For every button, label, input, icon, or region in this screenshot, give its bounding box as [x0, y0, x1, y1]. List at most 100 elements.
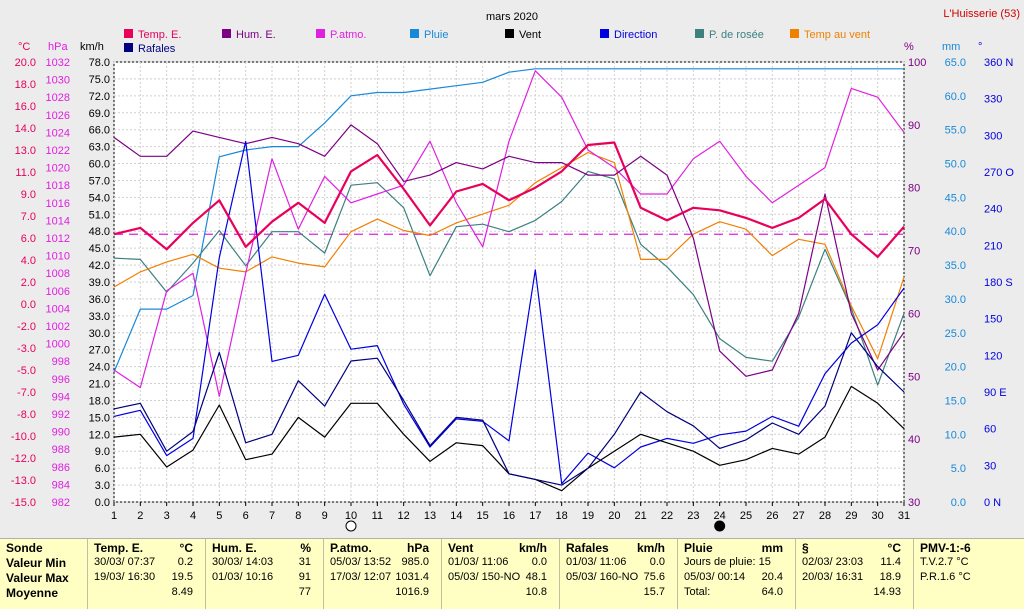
- temp-tick-label: -12.0: [11, 453, 36, 465]
- wind-tick-label: 30.0: [89, 328, 110, 340]
- axis-ticks: 20.018.016.014.013.011.09.07.06.04.02.00…: [11, 57, 1014, 522]
- rain-tick-label: 60.0: [945, 91, 966, 103]
- x-tick-label: 11: [372, 510, 383, 522]
- wind-tick-label: 12.0: [89, 429, 110, 441]
- stats-label-avg: Moyenne: [6, 586, 59, 600]
- wind-tick-label: 9.0: [95, 446, 110, 458]
- wind-tick-label: 3.0: [95, 480, 110, 492]
- x-tick-label: 14: [450, 510, 462, 522]
- series-line-rafales: [113, 332, 905, 486]
- dir-tick-label: 120: [984, 350, 1002, 362]
- rain-tick-label: 65.0: [945, 57, 966, 69]
- temp-tick-label: -5.0: [17, 365, 36, 377]
- stats-rain-title: Pluie: [684, 541, 713, 555]
- rain-tick-label: 20.0: [945, 362, 966, 374]
- press-tick-label: 988: [52, 444, 70, 456]
- stats-rain-unit: mm: [761, 541, 783, 555]
- x-tick-label: 8: [295, 510, 301, 522]
- stats-rain-total: 64.0: [761, 586, 783, 598]
- wind-tick-label: 6.0: [95, 463, 110, 475]
- stats-temp-avg: 8.49: [171, 586, 193, 598]
- legend-swatch: [410, 29, 419, 38]
- stats-wind-max-date: 05/03/ 150-NO: [448, 571, 521, 583]
- stats-press-min: 985.0: [401, 556, 429, 568]
- rain-tick-label: 50.0: [945, 159, 966, 171]
- hum-tick-label: 100: [908, 57, 926, 69]
- dir-tick-label: 270 O: [984, 167, 1014, 179]
- temp-tick-label: -7.0: [17, 387, 36, 399]
- temp-tick-label: -13.0: [11, 475, 36, 487]
- new-moon-icon: [714, 520, 726, 532]
- stats-panel: Sonde Valeur Min Valeur Max Moyenne Temp…: [0, 538, 1024, 609]
- hum-tick-label: 60: [908, 308, 920, 320]
- stats-temp-max-date: 19/03/ 16:30: [94, 571, 156, 583]
- temp-tick-label: 18.0: [15, 79, 36, 91]
- x-tick-label: 31: [898, 510, 910, 522]
- stats-pmv-title: PMV-1:-6: [920, 541, 971, 555]
- stats-hum-max-date: 01/03/ 10:16: [212, 571, 274, 583]
- x-tick-label: 1: [111, 510, 117, 522]
- rain-tick-label: 55.0: [945, 125, 966, 137]
- rain-tick-label: 0.0: [951, 497, 966, 509]
- stats-rain-total-label: Total:: [684, 586, 711, 598]
- press-tick-label: 1026: [46, 110, 70, 122]
- stats-label-title: Sonde: [6, 541, 43, 555]
- x-tick-label: 18: [556, 510, 568, 522]
- x-tick-label: 9: [322, 510, 328, 522]
- wind-tick-label: 63.0: [89, 142, 110, 154]
- rain-tick-label: 45.0: [945, 192, 966, 204]
- wind-tick-label: 51.0: [89, 209, 110, 221]
- x-tick-label: 21: [635, 510, 647, 522]
- rain-tick-label: 40.0: [945, 226, 966, 238]
- x-tick-label: 26: [766, 510, 778, 522]
- rain-tick-label: 35.0: [945, 260, 966, 272]
- x-tick-label: 20: [608, 510, 620, 522]
- press-tick-label: 986: [52, 462, 70, 474]
- x-tick-label: 4: [190, 510, 196, 522]
- wind-tick-label: 24.0: [89, 362, 110, 374]
- wind-tick-label: 75.0: [89, 74, 110, 86]
- x-tick-label: 22: [661, 510, 673, 522]
- series-line-pluie: [113, 68, 904, 373]
- stats-rain-max-date: 05/03/ 00:14: [684, 571, 746, 583]
- stats-press: P.atmo. hPa 05/03/ 13:52 985.0 17/03/ 12:0…: [324, 539, 442, 609]
- dir-tick-label: 180 S: [984, 277, 1013, 289]
- stats-gust: Rafales km/h 01/03/ 11:06 0.0 05/03/ 160-N…: [560, 539, 678, 609]
- temp-tick-label: 13.0: [15, 145, 36, 157]
- stats-gust-min-date: 01/03/ 11:06: [566, 556, 627, 568]
- legend-swatch: [124, 43, 133, 52]
- rain-tick-label: 5.0: [951, 463, 966, 475]
- stats-gust-max-date: 05/03/ 160-NO: [566, 571, 639, 583]
- stats-gust-title: Rafales: [566, 541, 609, 555]
- stats-hum-avg: 77: [298, 586, 311, 598]
- dir-tick-label: 210: [984, 240, 1002, 252]
- press-tick-label: 1030: [46, 75, 70, 87]
- stats-hum-title: Hum. E.: [212, 541, 257, 555]
- x-tick-label: 16: [503, 510, 515, 522]
- stats-s-max: 18.9: [879, 571, 901, 583]
- legend-label: Hum. E.: [236, 29, 276, 41]
- press-tick-label: 1032: [46, 57, 70, 69]
- temp-tick-label: 16.0: [15, 101, 36, 113]
- temp-tick-label: 7.0: [21, 211, 36, 223]
- x-tick-label: 28: [819, 510, 831, 522]
- temp-tick-label: 11.0: [15, 167, 36, 179]
- moon-phases: [345, 520, 726, 532]
- press-tick-label: 984: [52, 479, 70, 491]
- weather-chart: mars 2020 L'Huisserie (53) Temp. E. Hum. …: [11, 8, 1020, 532]
- stats-s-min-date: 02/03/ 23:03: [802, 556, 864, 568]
- x-tick-label: 29: [845, 510, 857, 522]
- full-moon-icon: [345, 520, 357, 532]
- wind-tick-label: 66.0: [89, 125, 110, 137]
- press-tick-label: 998: [52, 356, 70, 368]
- dir-tick-label: 300: [984, 130, 1002, 142]
- stats-pmv: PMV-1:-6 T.V.2.7 °C P.R.1.6 °C: [914, 539, 1024, 609]
- station-name: L'Huisserie (53): [943, 8, 1020, 20]
- rain-unit: mm: [942, 41, 960, 53]
- dir-tick-label: 90 E: [984, 387, 1007, 399]
- stats-pmv-tv: T.V.2.7 °C: [920, 556, 969, 568]
- temp-tick-label: 0.0: [21, 299, 36, 311]
- temp-tick-label: 14.0: [15, 123, 36, 135]
- wind-tick-label: 18.0: [89, 395, 110, 407]
- stats-s: § °C 02/03/ 23:03 11.4 20/03/ 16:31 18.9 14…: [796, 539, 914, 609]
